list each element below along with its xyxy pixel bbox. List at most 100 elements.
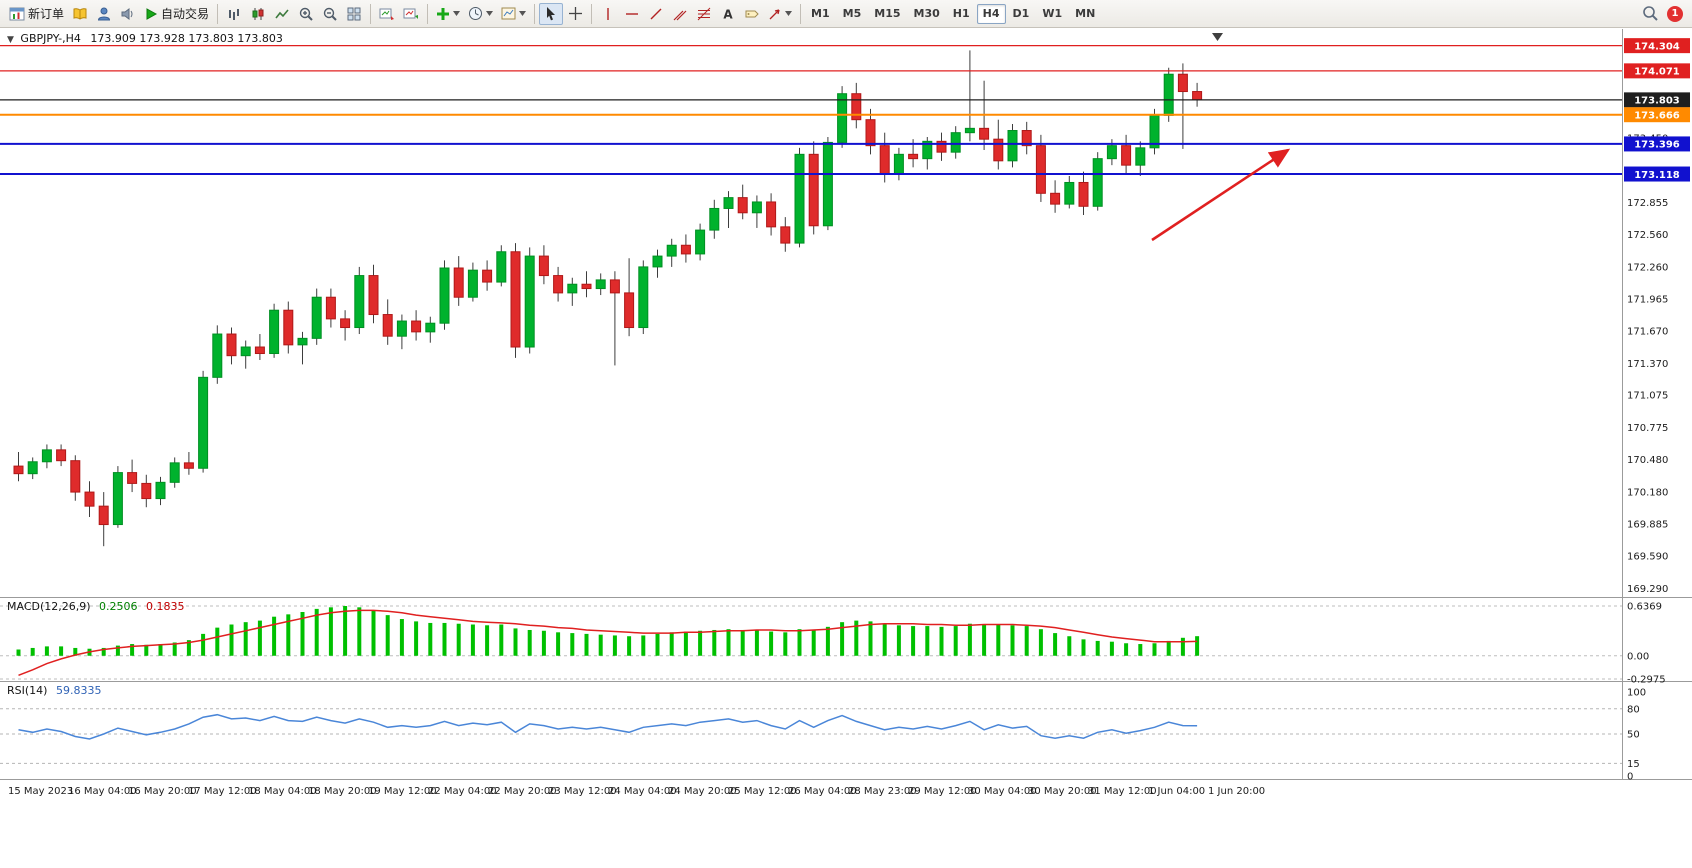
bar-chart-button[interactable] [222,3,246,25]
new-chart-button[interactable] [375,3,399,25]
candle-down [340,318,351,329]
macd-histogram-bar [101,647,106,656]
price-line-badge [1624,92,1690,108]
candle-down [1192,91,1203,101]
notification-badge[interactable]: 1 [1667,5,1683,22]
channel-tool-button[interactable] [668,3,692,25]
crosshair-tool-button[interactable] [563,3,587,25]
macd-histogram-bar [1038,629,1043,656]
crosshair-icon [568,6,583,21]
timeframe-d1-button[interactable]: D1 [1012,7,1030,20]
svg-text:-0.2975: -0.2975 [1627,675,1666,686]
add-indicator-button[interactable] [432,3,464,25]
candle-up [354,275,365,329]
svg-text:0.00: 0.00 [1627,651,1649,662]
text-label-tool-button[interactable] [740,3,764,25]
svg-text:171.370: 171.370 [1627,359,1668,370]
candle-up [212,333,223,378]
fibonacci-icon [697,7,711,21]
line-chart-button[interactable] [270,3,294,25]
macd-histogram-bar [272,616,277,656]
macd-histogram-bar [740,629,745,656]
horizontal-line-tool-button[interactable] [620,3,644,25]
rsi-line [18,713,1198,740]
shapes-tool-button[interactable] [764,3,796,25]
candle-down [84,491,95,507]
macd-histogram-bar [1195,636,1200,656]
quotes-button[interactable] [68,3,92,25]
timeframe-mn-button[interactable]: MN [1075,7,1096,20]
macd-histogram-bar [612,635,617,656]
candle-down [680,244,691,255]
candlestick-series [13,50,1203,547]
macd-histogram-bar [527,629,532,656]
macd-histogram-bar [357,607,362,656]
template-button[interactable] [497,3,530,25]
alerts-button[interactable] [116,3,140,25]
macd-histogram-bar [797,629,802,656]
macd-histogram-bar [385,615,390,656]
fibonacci-tool-button[interactable] [692,3,716,25]
candle-down [56,449,67,462]
chart-shift-marker[interactable] [1212,33,1223,41]
timeframe-h1-button[interactable]: H1 [952,7,970,20]
candle-up [467,269,478,298]
timeframe-m5-button[interactable]: M5 [842,7,862,20]
tile-windows-button[interactable] [342,3,366,25]
macd-histogram-bar [868,621,873,656]
macd-histogram-bar [243,622,248,656]
candle-up [652,255,663,268]
svg-text:1 Jun 04:00: 1 Jun 04:00 [1148,786,1205,797]
timeframe-w1-button[interactable]: W1 [1042,7,1063,20]
candle-up [893,153,904,175]
svg-text:172.855: 172.855 [1627,198,1668,209]
vertical-line-tool-button[interactable] [596,3,620,25]
macd-histogram-bar [229,624,234,656]
svg-text:173.118: 173.118 [1634,170,1680,181]
autotrading-button[interactable]: 自动交易 [140,3,213,25]
timeframe-m30-button[interactable]: M30 [913,7,940,20]
candle-up [112,472,123,526]
timeframe-h4-button[interactable]: H4 [976,3,1006,24]
candle-down [581,283,592,290]
svg-text:0.6369: 0.6369 [1627,602,1662,613]
chevron-down-icon [486,11,494,16]
svg-text:22 May 20:00: 22 May 20:00 [488,786,557,797]
svg-text:30 May 04:00: 30 May 04:00 [968,786,1037,797]
svg-text:80: 80 [1627,704,1640,715]
svg-text:18 May 04:00: 18 May 04:00 [248,786,317,797]
tile-windows-icon [346,6,362,22]
candle-up [709,207,720,231]
cursor-tool-button[interactable] [539,2,564,25]
candle-up [638,266,649,329]
trend-arrow-annotation[interactable] [1151,148,1291,242]
one-click-trading-expander[interactable]: ▼ [7,35,14,45]
period-button[interactable] [464,3,497,25]
market-watch-button[interactable] [92,3,116,25]
chart-profile-button[interactable] [399,3,423,25]
trendline-tool-button[interactable] [644,3,668,25]
text-tool-button[interactable]: A [716,3,740,25]
candle-down [482,269,493,283]
zoom-in-button[interactable] [294,3,318,25]
macd-histogram-bar [669,632,674,656]
search-icon[interactable] [1642,5,1659,22]
timeframe-m15-button[interactable]: M15 [874,7,901,20]
candlestick-chart-button[interactable] [246,3,270,25]
macd-histogram-bar [1152,643,1157,656]
macd-histogram-bar [1024,626,1029,656]
candle-down [879,145,890,175]
svg-text:172.560: 172.560 [1627,230,1668,241]
macd-histogram-bar [967,623,972,656]
timeframe-m1-button[interactable]: M1 [811,7,830,20]
svg-text:19 May 12:00: 19 May 12:00 [368,786,437,797]
new-chart-icon [379,6,395,22]
macd-histogram-bar [698,630,703,656]
price-line-badge [1624,166,1690,182]
macd-histogram-bar [172,642,177,656]
zoom-out-button[interactable] [318,3,342,25]
new-order-button[interactable]: 新订单 [5,3,68,25]
template-icon [501,6,516,21]
rsi-value: 59.8335 [55,684,102,697]
